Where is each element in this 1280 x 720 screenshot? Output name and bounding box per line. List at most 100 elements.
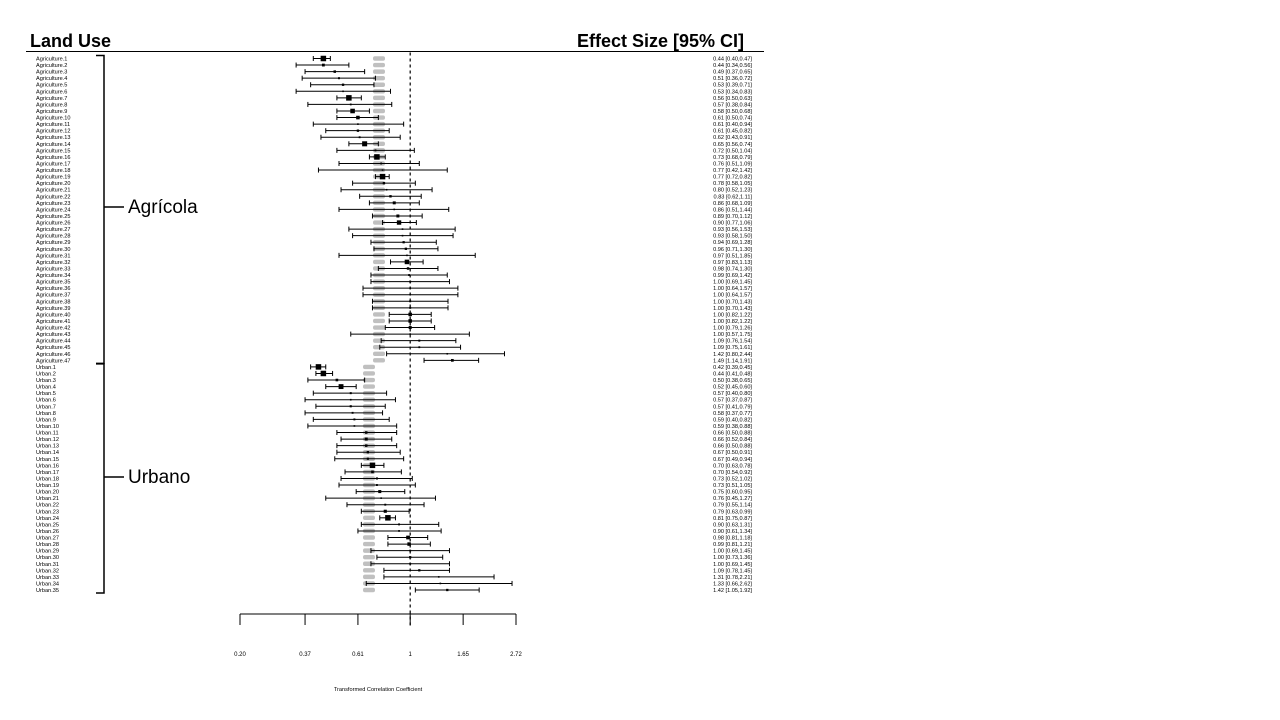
- point-estimate: [342, 90, 344, 93]
- study-label: Urban.35: [36, 588, 59, 594]
- study-label: Agriculture.30: [36, 247, 71, 253]
- null-distribution-mark: [373, 351, 385, 356]
- study-label: Urban.18: [36, 476, 59, 482]
- study-label: Urban.34: [36, 581, 59, 587]
- study-label: Agriculture.43: [36, 332, 71, 338]
- study-label: Urban.33: [36, 575, 59, 581]
- point-estimate: [351, 411, 354, 414]
- study-label: Agriculture.17: [36, 161, 71, 167]
- study-label: Urban.1: [36, 365, 56, 371]
- point-estimate: [409, 287, 411, 289]
- study-label: Agriculture.27: [36, 227, 71, 233]
- point-estimate: [404, 247, 408, 250]
- effect-size-text: 0.94 [0.69,1.28]: [713, 240, 752, 246]
- point-estimate: [408, 274, 411, 277]
- effect-size-text: 0.61 [0.40,0.94]: [713, 122, 752, 128]
- null-distribution-mark: [363, 548, 375, 553]
- null-distribution-mark: [373, 345, 385, 350]
- effect-size-text: 1.00 [0.70,1.43]: [713, 299, 752, 305]
- point-estimate: [404, 259, 410, 265]
- point-estimate: [356, 129, 360, 132]
- effect-size-text: 0.53 [0.39,0.71]: [713, 83, 752, 89]
- study-label: Urban.12: [36, 437, 59, 443]
- study-label: Urban.4: [36, 385, 56, 391]
- effect-size-text: 0.93 [0.56,1.53]: [713, 227, 752, 233]
- effect-size-text: 0.70 [0.54,0.92]: [713, 470, 752, 476]
- study-label: Urban.3: [36, 378, 56, 384]
- study-label: Agriculture.31: [36, 253, 71, 259]
- point-estimate: [409, 306, 412, 309]
- effect-size-text: 1.00 [0.82,1.22]: [713, 319, 752, 325]
- x-tick-label: 1.65: [457, 652, 469, 658]
- study-label: Agriculture.13: [36, 135, 71, 141]
- effect-size-text: 0.58 [0.50,0.68]: [713, 109, 752, 115]
- point-estimate: [402, 241, 405, 244]
- point-estimate: [406, 267, 410, 270]
- study-label: Agriculture.47: [36, 358, 71, 364]
- effect-size-text: 0.67 [0.50,0.91]: [713, 450, 752, 456]
- effect-size-text: 1.00 [0.64,1.57]: [713, 293, 752, 299]
- null-distribution-mark: [373, 56, 385, 61]
- null-distribution-mark: [363, 568, 375, 573]
- study-label: Agriculture.44: [36, 339, 71, 345]
- null-distribution-mark: [363, 554, 375, 560]
- effect-size-text: 1.33 [0.66,2.62]: [713, 581, 752, 587]
- point-estimate: [409, 549, 412, 552]
- point-estimate: [409, 300, 412, 303]
- effect-size-text: 0.66 [0.50,0.88]: [713, 444, 752, 450]
- effect-size-text: 0.97 [0.51,1.85]: [713, 253, 752, 259]
- study-label: Agriculture.15: [36, 148, 71, 154]
- effect-size-text: 1.00 [0.82,1.22]: [713, 312, 752, 318]
- effect-size-text: 0.72 [0.50,1.04]: [713, 148, 752, 154]
- point-estimate: [333, 70, 336, 73]
- null-distribution-mark: [363, 371, 375, 376]
- study-label: Urban.10: [36, 424, 59, 430]
- effect-size-text: 0.98 [0.74,1.30]: [713, 266, 752, 272]
- point-estimate: [409, 333, 411, 335]
- study-label: Urban.27: [36, 536, 59, 542]
- group-brackets-layer: [96, 54, 124, 594]
- effect-size-text: 0.59 [0.38,0.88]: [713, 424, 752, 430]
- point-estimate: [346, 95, 352, 101]
- point-estimate: [356, 115, 360, 120]
- point-estimate: [409, 562, 412, 565]
- effect-size-text: 0.73 [0.51,1.05]: [713, 483, 752, 489]
- effect-size-text: 0.76 [0.51,1.09]: [713, 161, 752, 167]
- effect-size-text: 0.80 [0.52,1.23]: [713, 188, 752, 194]
- effect-size-text: 0.61 [0.50,0.74]: [713, 116, 752, 122]
- land-use-header: Land Use: [30, 31, 112, 51]
- point-estimate: [335, 378, 339, 382]
- effect-size-text: 0.76 [0.45,1.27]: [713, 496, 752, 502]
- point-estimate: [320, 370, 327, 377]
- study-label: Agriculture.22: [36, 194, 71, 200]
- study-label: Agriculture.11: [36, 122, 70, 128]
- point-estimate: [365, 431, 368, 434]
- study-label: Agriculture.19: [36, 175, 71, 181]
- point-estimate: [315, 364, 322, 370]
- study-label: Agriculture.10: [36, 116, 71, 122]
- point-estimate: [408, 319, 412, 323]
- point-estimate: [337, 77, 340, 80]
- null-distribution-mark: [363, 384, 375, 389]
- effect-size-text: 1.00 [0.57,1.75]: [713, 332, 752, 338]
- effect-size-text: 0.44 [0.34,0.56]: [713, 63, 752, 69]
- point-estimate: [451, 358, 454, 362]
- null-distribution-mark: [363, 535, 375, 540]
- point-estimate: [369, 462, 376, 469]
- study-label: Agriculture.25: [36, 214, 71, 220]
- null-distribution-mark: [373, 95, 385, 101]
- point-estimate: [406, 535, 410, 540]
- null-distribution-mark: [363, 574, 375, 580]
- study-label: Urban.16: [36, 463, 59, 469]
- study-label: Urban.11: [36, 431, 59, 437]
- study-label: Urban.29: [36, 549, 59, 555]
- x-tick-label: 0.20: [234, 652, 246, 658]
- point-estimate: [408, 326, 412, 330]
- point-estimate: [396, 214, 400, 218]
- effect-size-text: 1.49 [1.14,1.91]: [713, 358, 752, 364]
- point-estimate: [407, 542, 411, 546]
- point-estimate: [371, 470, 374, 474]
- effect-size-text: 1.42 [1.05,1.92]: [713, 588, 752, 594]
- study-label: Agriculture.38: [36, 299, 71, 305]
- effect-size-text: 0.77 [0.72,0.82]: [713, 175, 752, 181]
